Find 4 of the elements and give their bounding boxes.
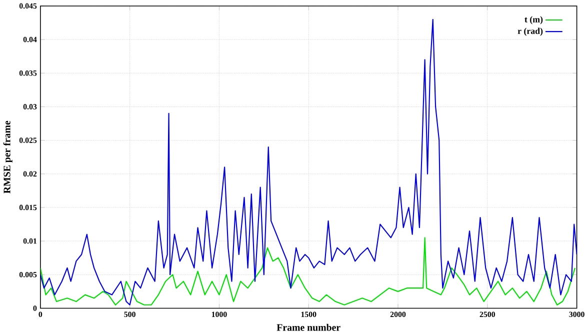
y-axis-title: RMSE per frame xyxy=(3,120,12,194)
x-axis-title: Frame number xyxy=(276,324,340,331)
legend-label: r (rad) xyxy=(518,28,543,36)
legend-label: t (m) xyxy=(524,16,543,24)
